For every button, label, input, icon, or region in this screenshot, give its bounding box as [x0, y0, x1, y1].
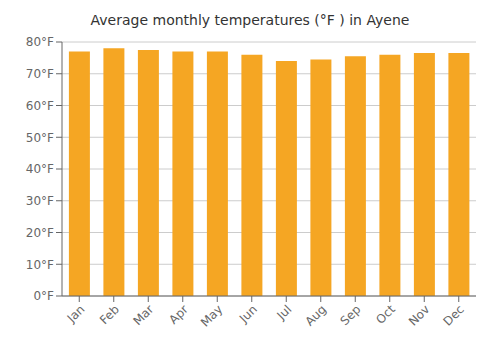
svg-text:30°F: 30°F [26, 194, 54, 208]
svg-text:Jun: Jun [236, 302, 260, 326]
svg-text:40°F: 40°F [26, 162, 54, 176]
svg-text:Mar: Mar [130, 302, 156, 328]
svg-text:20°F: 20°F [26, 226, 54, 240]
svg-text:60°F: 60°F [26, 99, 54, 113]
svg-text:Feb: Feb [97, 302, 122, 327]
svg-text:Apr: Apr [166, 302, 191, 327]
svg-text:Dec: Dec [441, 302, 467, 328]
svg-text:Oct: Oct [373, 302, 398, 327]
svg-text:70°F: 70°F [26, 67, 54, 81]
svg-text:Jan: Jan [64, 302, 88, 326]
svg-text:Nov: Nov [406, 302, 432, 328]
svg-text:Sep: Sep [337, 302, 363, 328]
svg-text:80°F: 80°F [26, 35, 54, 49]
svg-text:10°F: 10°F [26, 258, 54, 272]
svg-text:50°F: 50°F [26, 131, 54, 145]
svg-text:0°F: 0°F [33, 289, 54, 303]
html-text:Average monthly temperatures (: Average monthly temperatures (°F ) in Ay… [90, 12, 410, 28]
svg-text:Aug: Aug [302, 302, 328, 328]
svg-text:Jul: Jul [274, 302, 295, 323]
svg-text:May: May [198, 302, 225, 329]
